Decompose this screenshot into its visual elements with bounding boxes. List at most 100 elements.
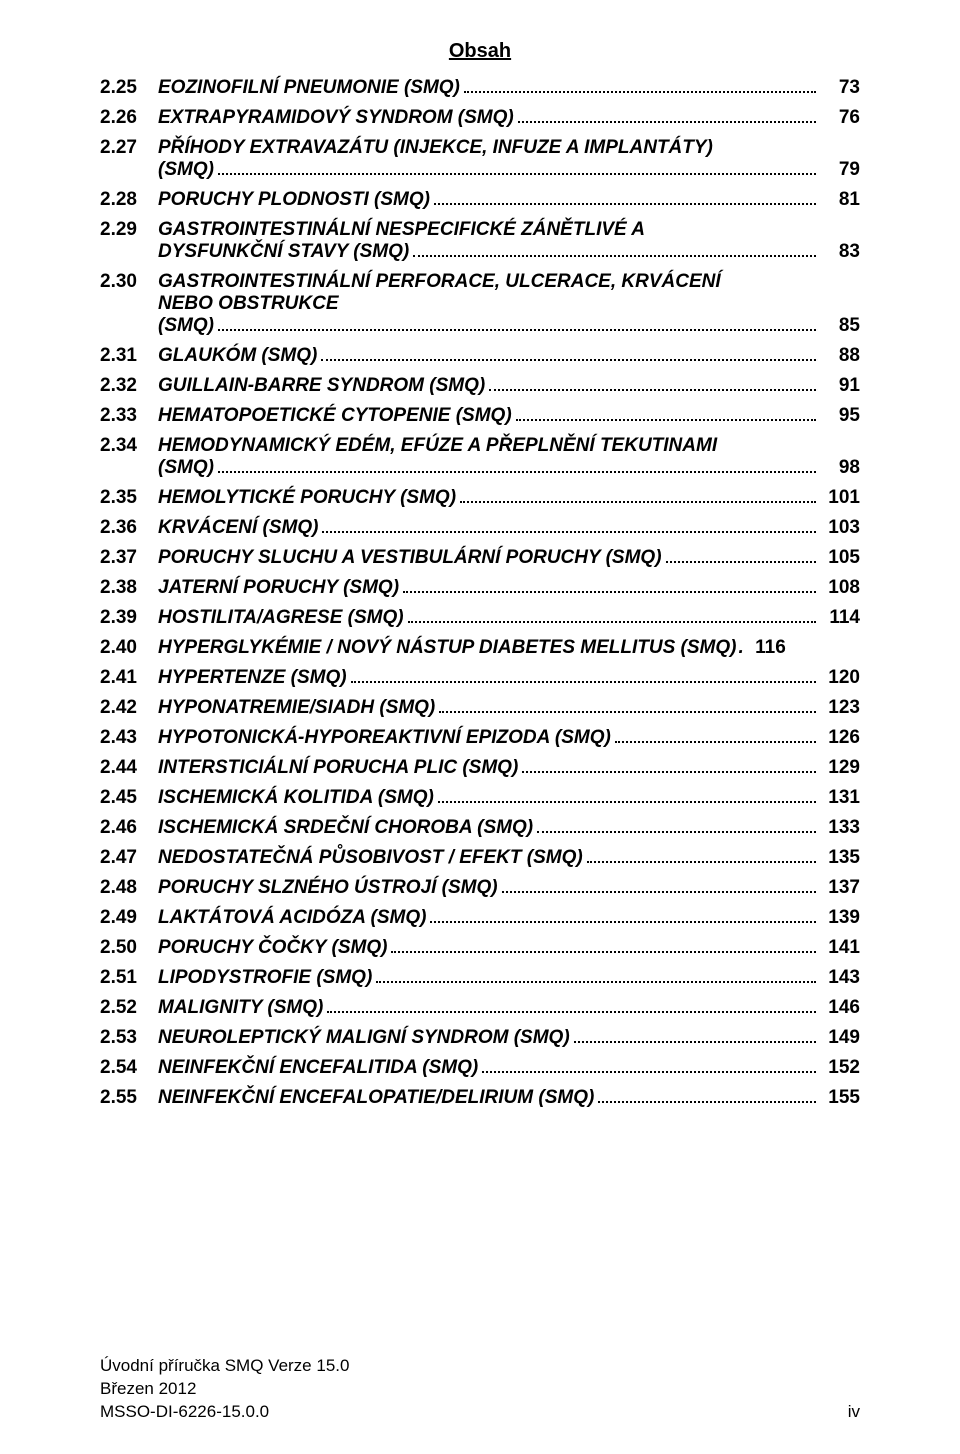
toc-title: HYPERGLYKÉMIE / NOVÝ NÁSTUP DIABETES MEL… xyxy=(158,637,736,659)
toc-title-wrap: LAKTÁTOVÁ ACIDÓZA (SMQ)139 xyxy=(158,907,860,929)
toc-leader xyxy=(460,490,816,503)
toc-entry: 2.33HEMATOPOETICKÉ CYTOPENIE (SMQ)95 xyxy=(100,405,860,427)
toc-line: INTERSTICIÁLNÍ PORUCHA PLIC (SMQ)129 xyxy=(158,757,860,779)
toc-leader xyxy=(598,1090,816,1103)
toc-leader xyxy=(322,520,816,533)
toc-number: 2.43 xyxy=(100,727,158,749)
toc-title: (SMQ) xyxy=(158,159,214,181)
toc-leader xyxy=(516,408,816,421)
toc-number: 2.45 xyxy=(100,787,158,809)
toc-entry: 2.28PORUCHY PLODNOSTI (SMQ)81 xyxy=(100,189,860,211)
toc-title-wrap: HEMATOPOETICKÉ CYTOPENIE (SMQ)95 xyxy=(158,405,860,427)
toc-title: LAKTÁTOVÁ ACIDÓZA (SMQ) xyxy=(158,907,426,929)
toc-title: EXTRAPYRAMIDOVÝ SYNDROM (SMQ) xyxy=(158,107,514,129)
toc-number: 2.46 xyxy=(100,817,158,839)
toc-leader xyxy=(218,460,816,473)
toc-short-leader: . xyxy=(738,637,743,659)
table-of-contents: 2.25EOZINOFILNÍ PNEUMONIE (SMQ)73 2.26EXT… xyxy=(100,77,860,1109)
toc-title: NEINFEKČNÍ ENCEFALITIDA (SMQ) xyxy=(158,1057,478,1079)
toc-page: 120 xyxy=(820,667,860,689)
toc-title: EOZINOFILNÍ PNEUMONIE (SMQ) xyxy=(158,77,460,99)
toc-title-line: GASTROINTESTINÁLNÍ PERFORACE, ULCERACE, … xyxy=(158,271,860,293)
toc-leader xyxy=(438,790,816,803)
toc-number: 2.25 xyxy=(100,77,158,99)
toc-entry: 2.36KRVÁCENÍ (SMQ)103 xyxy=(100,517,860,539)
toc-title-wrap: HYPERGLYKÉMIE / NOVÝ NÁSTUP DIABETES MEL… xyxy=(158,637,860,659)
toc-entry: 2.26EXTRAPYRAMIDOVÝ SYNDROM (SMQ)76 xyxy=(100,107,860,129)
toc-entry: 2.29GASTROINTESTINÁLNÍ NESPECIFICKÉ ZÁNĚ… xyxy=(100,219,860,263)
toc-line: KRVÁCENÍ (SMQ)103 xyxy=(158,517,860,539)
toc-number: 2.27 xyxy=(100,137,158,159)
toc-number: 2.42 xyxy=(100,697,158,719)
toc-number: 2.39 xyxy=(100,607,158,629)
toc-leader xyxy=(666,550,816,563)
toc-line: JATERNÍ PORUCHY (SMQ)108 xyxy=(158,577,860,599)
toc-leader xyxy=(518,110,816,123)
toc-title: HYPERTENZE (SMQ) xyxy=(158,667,347,689)
toc-page: 141 xyxy=(820,937,860,959)
toc-entry: 2.31GLAUKÓM (SMQ) 88 xyxy=(100,345,860,367)
toc-page: 143 xyxy=(820,967,860,989)
toc-line: PORUCHY SLZNÉHO ÚSTROJÍ (SMQ)137 xyxy=(158,877,860,899)
toc-entry: 2.27PŘÍHODY EXTRAVAZÁTU (INJEKCE, INFUZE… xyxy=(100,137,860,181)
page: Obsah 2.25EOZINOFILNÍ PNEUMONIE (SMQ)732… xyxy=(0,0,960,1454)
toc-number: 2.51 xyxy=(100,967,158,989)
toc-entry: 2.40HYPERGLYKÉMIE / NOVÝ NÁSTUP DIABETES… xyxy=(100,637,860,659)
toc-leader xyxy=(218,162,816,175)
toc-entry: 2.52MALIGNITY (SMQ)146 xyxy=(100,997,860,1019)
toc-number: 2.33 xyxy=(100,405,158,427)
toc-title-wrap: MALIGNITY (SMQ)146 xyxy=(158,997,860,1019)
toc-line: LAKTÁTOVÁ ACIDÓZA (SMQ)139 xyxy=(158,907,860,929)
toc-title-wrap: PORUCHY PLODNOSTI (SMQ)81 xyxy=(158,189,860,211)
toc-entry: 2.44INTERSTICIÁLNÍ PORUCHA PLIC (SMQ)129 xyxy=(100,757,860,779)
toc-title-wrap: EXTRAPYRAMIDOVÝ SYNDROM (SMQ)76 xyxy=(158,107,860,129)
toc-line: PORUCHY SLUCHU A VESTIBULÁRNÍ PORUCHY (S… xyxy=(158,547,860,569)
toc-title-wrap: ISCHEMICKÁ KOLITIDA (SMQ)131 xyxy=(158,787,860,809)
toc-title-wrap: NEINFEKČNÍ ENCEFALOPATIE/DELIRIUM (SMQ)1… xyxy=(158,1087,860,1109)
toc-leader xyxy=(502,880,816,893)
toc-title-wrap: HEMODYNAMICKÝ EDÉM, EFÚZE A PŘEPLNĚNÍ TE… xyxy=(158,435,860,479)
toc-title: DYSFUNKČNÍ STAVY (SMQ) xyxy=(158,241,409,263)
toc-leader xyxy=(587,850,816,863)
toc-title-wrap: HOSTILITA/AGRESE (SMQ)114 xyxy=(158,607,860,629)
toc-entry: 2.25EOZINOFILNÍ PNEUMONIE (SMQ)73 xyxy=(100,77,860,99)
toc-page: 108 xyxy=(820,577,860,599)
footer-page-number: iv xyxy=(848,1401,860,1424)
toc-title: GLAUKÓM (SMQ) xyxy=(158,345,317,367)
toc-entry: 2.39HOSTILITA/AGRESE (SMQ)114 xyxy=(100,607,860,629)
toc-line: PORUCHY ČOČKY (SMQ) 141 xyxy=(158,937,860,959)
toc-entry: 2.42HYPONATREMIE/SIADH (SMQ)123 xyxy=(100,697,860,719)
toc-line: PORUCHY PLODNOSTI (SMQ)81 xyxy=(158,189,860,211)
toc-page: 135 xyxy=(820,847,860,869)
toc-title: GUILLAIN-BARRE SYNDROM (SMQ) xyxy=(158,375,485,397)
toc-entry: 2.43HYPOTONICKÁ-HYPOREAKTIVNÍ EPIZODA (S… xyxy=(100,727,860,749)
toc-title-wrap: GUILLAIN-BARRE SYNDROM (SMQ) 91 xyxy=(158,375,860,397)
toc-page: 91 xyxy=(820,375,860,397)
toc-entry: 2.30GASTROINTESTINÁLNÍ PERFORACE, ULCERA… xyxy=(100,271,860,337)
toc-page: 88 xyxy=(820,345,860,367)
toc-page: 116 xyxy=(746,637,786,659)
toc-number: 2.50 xyxy=(100,937,158,959)
toc-number: 2.31 xyxy=(100,345,158,367)
toc-title: NEDOSTATEČNÁ PŮSOBIVOST / EFEKT (SMQ) xyxy=(158,847,583,869)
toc-page: 129 xyxy=(820,757,860,779)
toc-title-line: NEBO OBSTRUKCE xyxy=(158,293,860,315)
toc-page: 152 xyxy=(820,1057,860,1079)
toc-title: PORUCHY ČOČKY (SMQ) xyxy=(158,937,387,959)
toc-line: HYPERTENZE (SMQ) 120 xyxy=(158,667,860,689)
toc-entry: 2.38JATERNÍ PORUCHY (SMQ)108 xyxy=(100,577,860,599)
toc-leader xyxy=(327,1000,816,1013)
toc-page: 137 xyxy=(820,877,860,899)
toc-title-wrap: EOZINOFILNÍ PNEUMONIE (SMQ)73 xyxy=(158,77,860,99)
toc-page: 155 xyxy=(820,1087,860,1109)
toc-number: 2.28 xyxy=(100,189,158,211)
toc-leader xyxy=(537,820,816,833)
toc-title: PORUCHY SLUCHU A VESTIBULÁRNÍ PORUCHY (S… xyxy=(158,547,662,569)
toc-leader xyxy=(391,940,816,953)
toc-leader xyxy=(574,1030,816,1043)
toc-page: 98 xyxy=(820,457,860,479)
toc-page: 146 xyxy=(820,997,860,1019)
toc-title-wrap: NEDOSTATEČNÁ PŮSOBIVOST / EFEKT (SMQ) 135 xyxy=(158,847,860,869)
toc-entry: 2.53NEUROLEPTICKÝ MALIGNÍ SYNDROM (SMQ)1… xyxy=(100,1027,860,1049)
toc-title: HEMATOPOETICKÉ CYTOPENIE (SMQ) xyxy=(158,405,512,427)
